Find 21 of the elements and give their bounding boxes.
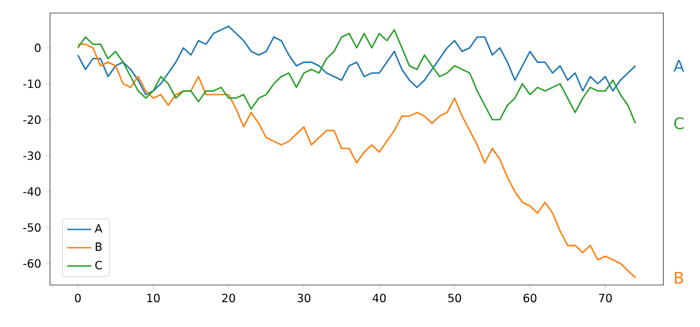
text: A (674, 60, 684, 72)
text: C (674, 117, 684, 130)
legend-label: B (96, 242, 102, 251)
x-tick-label: 20 (222, 294, 236, 302)
legend-label: A (94, 224, 102, 233)
x-tick-label: 10 (147, 294, 160, 302)
text: B (674, 272, 684, 284)
x-tick-label: 70 (599, 294, 612, 302)
x-tick-label: 0 (75, 294, 81, 302)
y-tick-label: -40 (23, 187, 41, 196)
x-tick-label: 30 (298, 294, 310, 302)
y-tick-label: -10 (23, 79, 41, 88)
x-tick-label: 40 (372, 294, 386, 302)
y-tick-label: -30 (23, 151, 41, 160)
legend-label: C (95, 260, 102, 270)
x-tick-label: 60 (524, 294, 536, 302)
y-tick-label: -20 (23, 115, 41, 124)
x-tick-label: 50 (448, 294, 462, 302)
y-tick-label: 0 (34, 44, 41, 52)
y-tick-label: -50 (23, 223, 41, 232)
y-tick-label: -60 (23, 259, 41, 268)
